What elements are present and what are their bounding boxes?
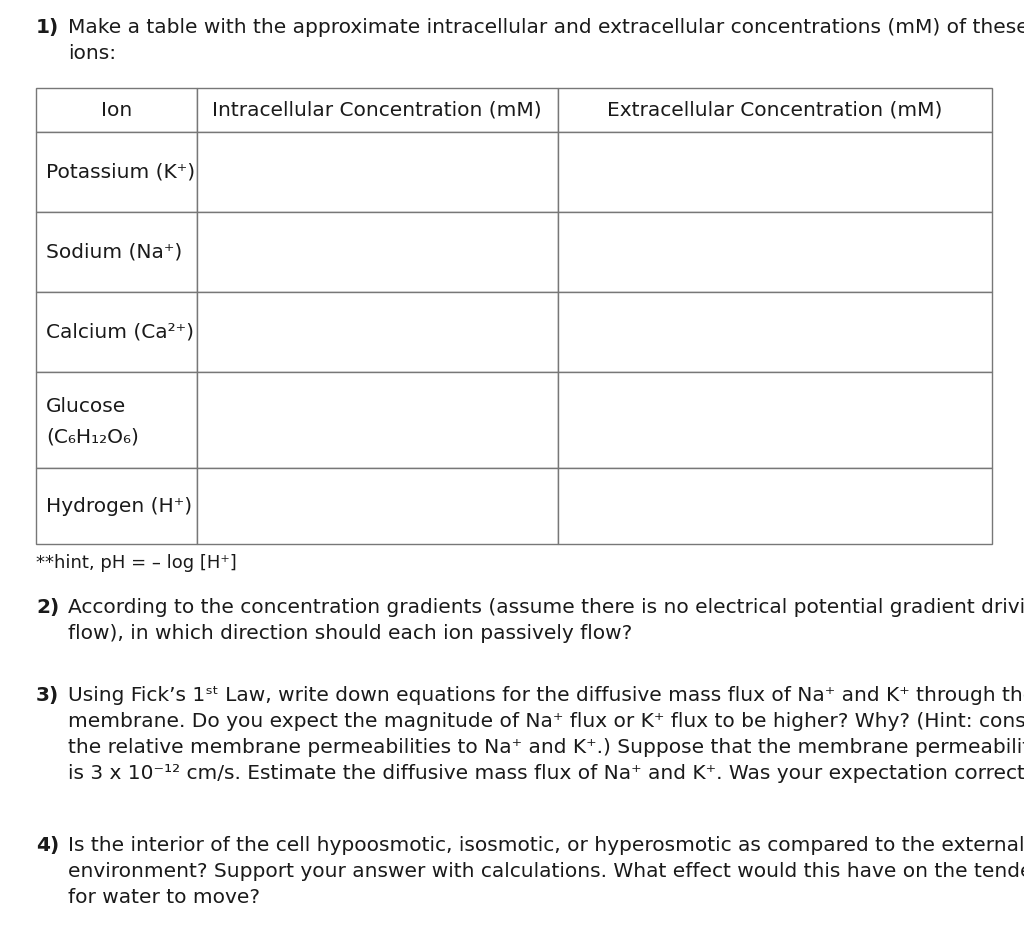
Bar [197,212,558,292]
Bar [197,88,558,132]
Bar [558,132,992,212]
Bar [197,132,558,212]
Bar [197,292,558,372]
Text: Intracellular Concentration (mM): Intracellular Concentration (mM) [212,100,542,120]
Text: According to the concentration gradients (assume there is no electrical potentia: According to the concentration gradients… [68,598,1024,617]
Text: Extracellular Concentration (mM): Extracellular Concentration (mM) [607,100,943,120]
Bar [558,88,992,132]
Bar [558,372,992,468]
Bar [36,88,197,132]
Bar [558,468,992,544]
Bar [197,372,558,468]
Text: environment? Support your answer with calculations. What effect would this have : environment? Support your answer with ca… [68,862,1024,881]
Bar [36,132,197,212]
Text: Potassium (K⁺): Potassium (K⁺) [46,162,196,181]
Bar [36,292,197,372]
Text: 3): 3) [36,686,59,705]
Text: for water to move?: for water to move? [68,888,260,907]
Text: Calcium (Ca²⁺): Calcium (Ca²⁺) [46,323,194,342]
Bar [197,468,558,544]
Bar [558,212,992,292]
Bar [36,372,197,468]
Text: membrane. Do you expect the magnitude of Na⁺ flux or K⁺ flux to be higher? Why? : membrane. Do you expect the magnitude of… [68,712,1024,731]
Text: ions:: ions: [68,44,116,63]
Text: (C₆H₁₂O₆): (C₆H₁₂O₆) [46,428,139,447]
Text: the relative membrane permeabilities to Na⁺ and K⁺.) Suppose that the membrane p: the relative membrane permeabilities to … [68,738,1024,757]
Text: Glucose: Glucose [46,397,126,416]
Text: Ion: Ion [100,100,132,120]
Text: Using Fick’s 1ˢᵗ Law, write down equations for the diffusive mass flux of Na⁺ an: Using Fick’s 1ˢᵗ Law, write down equatio… [68,686,1024,705]
Text: Hydrogen (H⁺): Hydrogen (H⁺) [46,497,193,515]
Text: Make a table with the approximate intracellular and extracellular concentrations: Make a table with the approximate intrac… [68,18,1024,37]
Bar [36,468,197,544]
Text: Is the interior of the cell hypoosmotic, isosmotic, or hyperosmotic as compared : Is the interior of the cell hypoosmotic,… [68,836,1024,855]
Text: flow), in which direction should each ion passively flow?: flow), in which direction should each io… [68,624,632,643]
Text: is 3 x 10⁻¹² cm/s. Estimate the diffusive mass flux of Na⁺ and K⁺. Was your expe: is 3 x 10⁻¹² cm/s. Estimate the diffusiv… [68,764,1024,783]
Text: 2): 2) [36,598,59,617]
Text: 1): 1) [36,18,59,37]
Bar [558,292,992,372]
Bar [36,212,197,292]
Text: **hint, pH = – log [H⁺]: **hint, pH = – log [H⁺] [36,554,237,572]
Text: 4): 4) [36,836,59,855]
Text: Sodium (Na⁺): Sodium (Na⁺) [46,243,182,261]
